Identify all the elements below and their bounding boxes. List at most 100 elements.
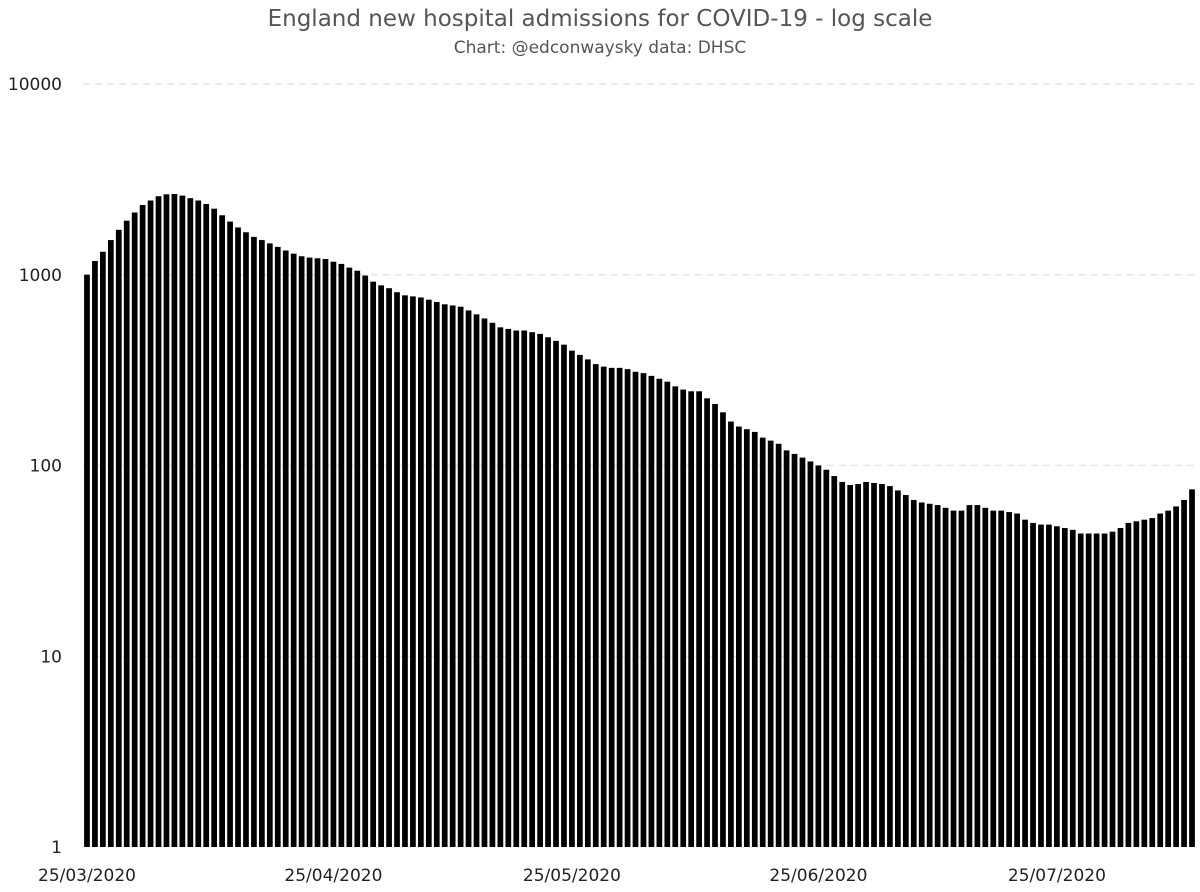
bar [1069, 529, 1076, 847]
bar [1165, 510, 1172, 847]
bar [211, 208, 218, 847]
x-tick-label: 25/07/2020 [1008, 866, 1106, 886]
y-tick-label: 1000 [19, 266, 62, 286]
bar [966, 505, 973, 847]
bar [577, 354, 583, 847]
bar [251, 236, 257, 848]
bar [465, 310, 472, 847]
bar [1101, 533, 1108, 847]
bar [513, 330, 520, 847]
bar [235, 227, 241, 847]
bar [402, 295, 408, 848]
bar [338, 263, 345, 847]
x-tick-label: 25/03/2020 [38, 866, 136, 886]
y-tick-label: 1 [51, 838, 62, 858]
bar [887, 486, 893, 847]
bar [974, 505, 981, 847]
bar [902, 495, 909, 847]
bar [163, 194, 170, 847]
bar [815, 465, 822, 847]
bar [926, 503, 933, 847]
bar [449, 305, 456, 847]
bar [433, 301, 440, 848]
bar [441, 304, 448, 847]
bars [84, 194, 1195, 848]
bar [775, 443, 782, 847]
bar [266, 243, 273, 847]
bar [791, 453, 798, 847]
bar [958, 510, 965, 847]
chart-subtitle: Chart: @edconwaysky data: DHSC [453, 38, 747, 58]
bar [457, 306, 464, 847]
bar [1173, 506, 1179, 847]
bar [1181, 499, 1187, 847]
bar [950, 510, 957, 847]
bar [545, 337, 551, 847]
bar [115, 229, 122, 847]
bar [1054, 526, 1060, 847]
bar [1141, 519, 1148, 847]
bar [1038, 524, 1044, 847]
bar [1157, 513, 1164, 847]
bar [561, 344, 567, 847]
bar [410, 296, 416, 847]
bar [219, 215, 225, 847]
bar [1093, 533, 1100, 847]
y-tick-label: 100 [30, 457, 62, 477]
bar [227, 221, 233, 847]
bar [624, 369, 631, 847]
bar [100, 251, 106, 847]
bar [322, 258, 329, 848]
bar [839, 481, 846, 847]
bar [672, 386, 679, 847]
bar [982, 507, 989, 847]
bar [608, 367, 615, 847]
bar [863, 481, 869, 847]
bar [362, 275, 369, 848]
bar [187, 198, 194, 847]
bar [259, 240, 265, 847]
bar [386, 288, 392, 848]
bar [696, 391, 702, 847]
chart-title: England new hospital admissions for COVI… [267, 6, 933, 32]
bar [473, 314, 480, 848]
bar [728, 421, 734, 847]
bar [537, 333, 543, 848]
bar [759, 437, 766, 847]
bar [1133, 521, 1140, 847]
bar [879, 483, 885, 847]
bar [934, 505, 941, 847]
bar [298, 256, 305, 847]
bar [179, 195, 186, 848]
bar [1085, 533, 1092, 847]
bar [418, 297, 424, 848]
bar [497, 327, 504, 848]
bar [1149, 518, 1156, 847]
bar [871, 482, 877, 847]
bar [131, 212, 138, 847]
bar [895, 490, 901, 847]
bar [640, 373, 647, 847]
bar [680, 389, 687, 847]
bar [918, 502, 925, 847]
bar [767, 440, 774, 847]
bar [569, 350, 575, 847]
bar [195, 200, 202, 847]
bar [203, 203, 210, 848]
bar [1061, 528, 1068, 847]
bar [704, 398, 710, 847]
bar [712, 404, 718, 847]
bar [139, 205, 146, 847]
bar [505, 328, 512, 847]
bar [521, 330, 528, 847]
bar [330, 261, 337, 847]
bar [910, 499, 917, 847]
bar [855, 483, 861, 847]
x-tick-label: 25/04/2020 [284, 866, 382, 886]
bar [354, 270, 361, 848]
bar [378, 285, 384, 848]
gridlines [83, 83, 1196, 657]
bar [282, 250, 289, 847]
bar [529, 332, 536, 847]
bar [155, 196, 162, 848]
